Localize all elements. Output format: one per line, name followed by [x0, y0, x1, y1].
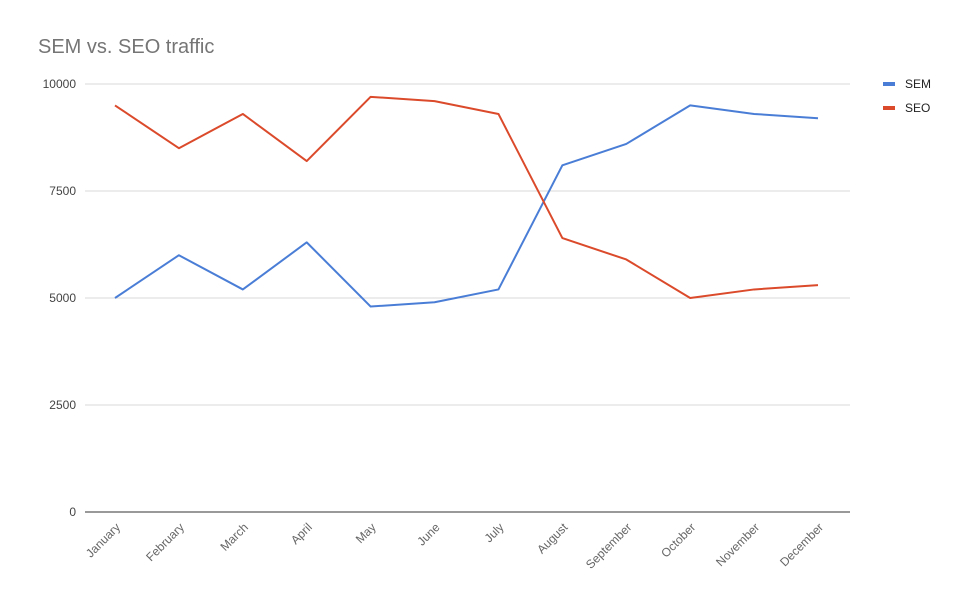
legend-label-sem: SEM — [905, 77, 931, 91]
x-tick-label: July — [482, 520, 507, 545]
y-tick-label: 5000 — [49, 291, 76, 305]
x-tick-label: April — [288, 520, 315, 547]
chart-title: SEM vs. SEO traffic — [38, 36, 214, 58]
x-tick-label: October — [658, 520, 698, 560]
series-line-sem — [114, 104, 819, 308]
legend-label-seo: SEO — [905, 101, 930, 115]
y-tick-label: 7500 — [49, 184, 76, 198]
x-tick-label: March — [217, 520, 250, 553]
series-line-seo — [114, 95, 819, 299]
x-tick-label: May — [353, 520, 379, 546]
y-tick-label: 2500 — [49, 398, 76, 412]
x-tick-label: June — [414, 520, 443, 549]
legend-swatch-sem — [883, 82, 895, 86]
x-tick-label: August — [534, 520, 571, 557]
x-tick-label: September — [583, 520, 634, 571]
x-tick-label: January — [83, 520, 123, 560]
x-tick-label: February — [143, 520, 187, 564]
y-tick-label: 0 — [69, 505, 76, 519]
y-tick-label: 10000 — [43, 77, 77, 91]
legend-swatch-seo — [883, 106, 895, 110]
x-tick-label: November — [713, 520, 762, 569]
x-tick-label: December — [777, 520, 826, 569]
